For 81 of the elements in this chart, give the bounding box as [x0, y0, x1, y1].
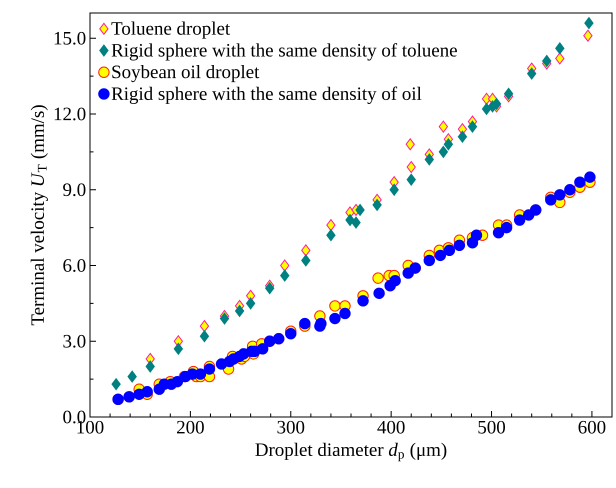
point	[194, 368, 206, 380]
legend-label: Rigid sphere with the same density of toluene	[112, 43, 457, 61]
point	[357, 295, 369, 307]
point	[172, 376, 184, 388]
point	[301, 244, 310, 256]
point	[329, 312, 341, 324]
point	[142, 386, 153, 398]
point	[111, 378, 121, 390]
point	[326, 219, 336, 232]
point	[285, 328, 296, 340]
x-axis-title: Droplet diameter d$_{p}$ (μm)	[255, 442, 446, 462]
y-tick-label: 3.0	[63, 334, 86, 348]
y-tick-label: 15.0	[54, 32, 86, 45]
point	[482, 102, 492, 115]
point	[444, 138, 453, 150]
point	[146, 360, 155, 372]
point	[329, 300, 341, 312]
point	[339, 308, 351, 320]
point	[583, 30, 593, 42]
point	[220, 312, 230, 325]
point	[454, 240, 466, 251]
point	[372, 198, 382, 211]
point	[372, 272, 384, 284]
point	[554, 189, 566, 200]
x-tick-label: 500	[478, 420, 506, 434]
point	[545, 194, 556, 206]
point	[351, 216, 361, 229]
y-axis-title: Terminal velocity U$_{T}$ (mm/s)	[30, 105, 48, 326]
point	[574, 176, 586, 188]
legend-label: Rigid sphere with the same density of oil	[112, 86, 422, 104]
point	[555, 52, 564, 64]
point	[434, 250, 446, 262]
x-tick-label: 400	[377, 420, 405, 434]
point	[458, 130, 468, 143]
point	[246, 297, 256, 310]
point	[406, 174, 416, 186]
point	[470, 229, 482, 241]
y-tick-label: 12.0	[54, 108, 86, 120]
point	[174, 342, 183, 355]
point	[555, 42, 564, 54]
y-tick-label: 6.0	[63, 259, 86, 272]
point	[444, 244, 456, 256]
point	[424, 254, 435, 266]
point	[406, 138, 415, 150]
point	[542, 54, 552, 67]
point	[564, 184, 576, 196]
point	[406, 161, 416, 174]
y-tick-label: 9.0	[63, 183, 86, 196]
point	[280, 259, 290, 272]
point	[373, 288, 385, 299]
point	[355, 204, 365, 216]
point	[389, 274, 401, 286]
point	[326, 229, 336, 242]
point	[514, 214, 526, 226]
point	[265, 282, 274, 294]
point	[200, 320, 210, 332]
point	[468, 120, 478, 133]
x-tick-label: 300	[277, 420, 304, 434]
point	[256, 343, 268, 355]
point	[234, 304, 244, 317]
point	[424, 153, 434, 166]
x-tick-label: 600	[578, 420, 606, 434]
point	[492, 226, 504, 238]
point	[584, 171, 596, 183]
point	[584, 17, 594, 30]
point	[128, 370, 137, 383]
point	[200, 330, 210, 342]
point	[204, 363, 216, 375]
legend-label: Toluene droplet	[111, 22, 230, 39]
point	[299, 318, 311, 330]
point	[438, 146, 448, 158]
legend-label: Soybean oil droplet	[112, 64, 260, 82]
point	[504, 88, 514, 100]
point	[527, 68, 536, 80]
point	[280, 270, 290, 282]
x-tick-label: 200	[177, 420, 204, 434]
point	[500, 222, 512, 234]
point	[301, 254, 310, 266]
point	[345, 214, 355, 226]
point	[390, 184, 399, 196]
point	[438, 120, 448, 133]
